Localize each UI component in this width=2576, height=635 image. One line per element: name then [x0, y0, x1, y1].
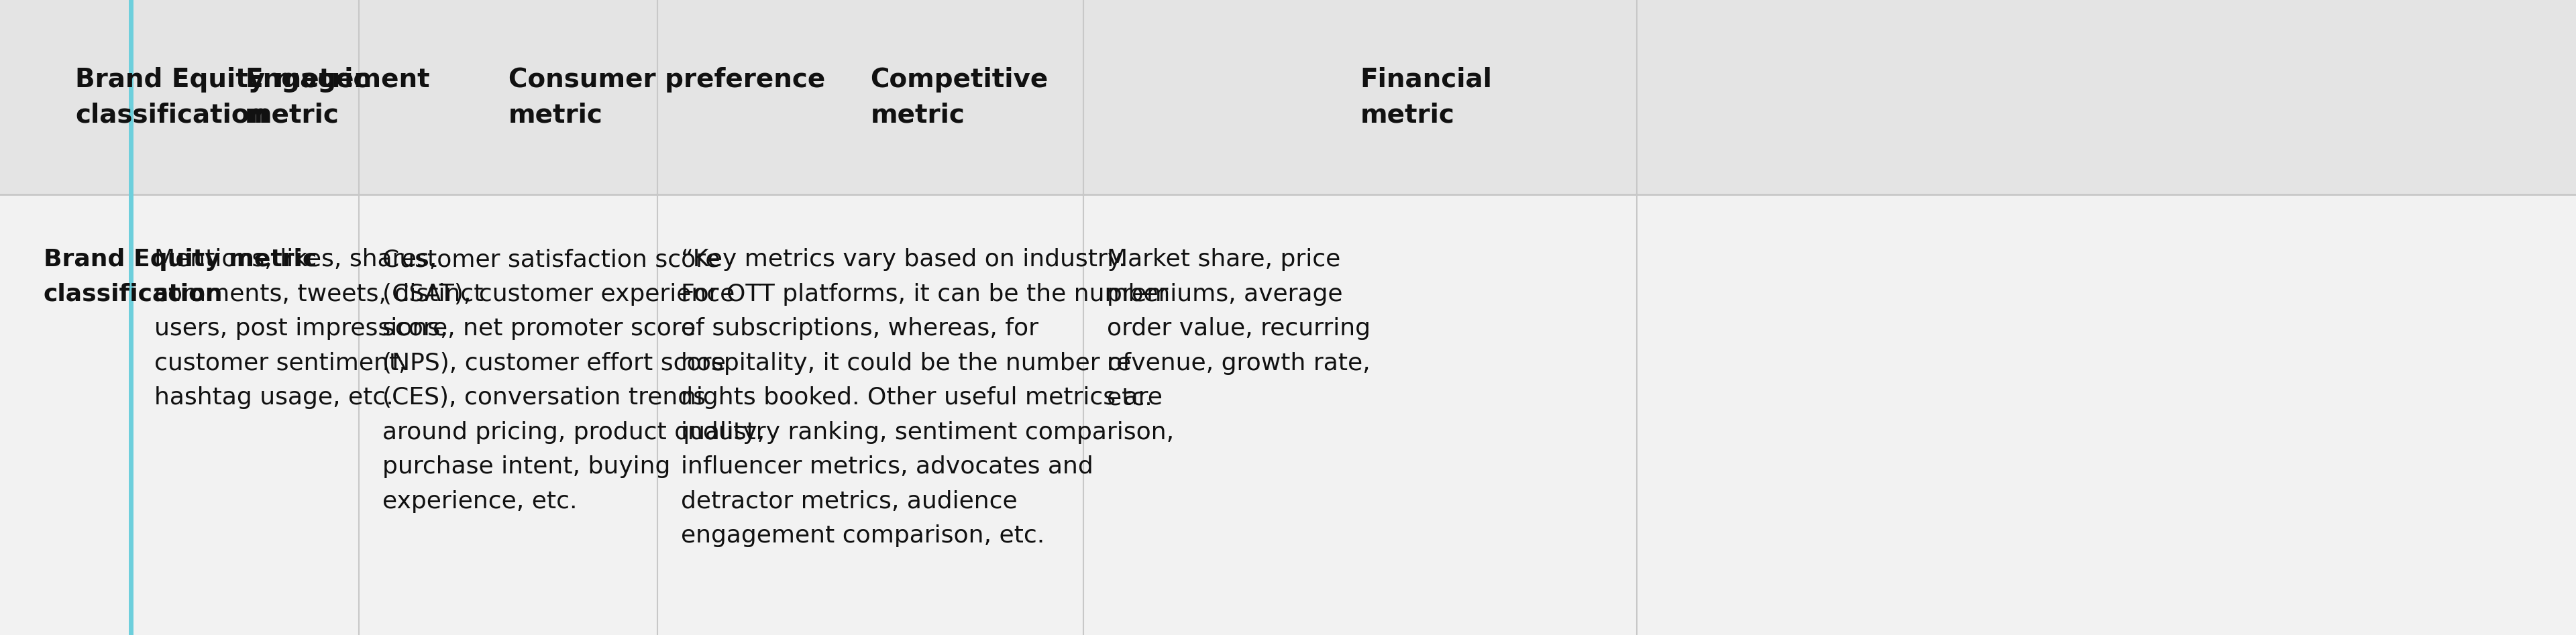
Text: Customer satisfaction score
(CSAT), customer experience
score, net promoter scor: Customer satisfaction score (CSAT), cust…	[381, 248, 765, 513]
Text: Market share, price
premiums, average
order value, recurring
revenue, growth rat: Market share, price premiums, average or…	[1108, 248, 1370, 409]
Text: Consumer preference
metric: Consumer preference metric	[507, 67, 824, 128]
Bar	[0, 194, 2576, 635]
Text: Mentions, likes, shares,
comments, tweets, distinct
users, post impressions,
cus: Mentions, likes, shares, comments, tweet…	[155, 248, 484, 409]
Text: Brand Equity metric
classification: Brand Equity metric classification	[44, 248, 317, 305]
Text: Financial
metric: Financial metric	[1360, 67, 1492, 128]
Text: Engagement
metric: Engagement metric	[245, 67, 430, 128]
Bar	[0, 0, 2576, 194]
Text: “Key metrics vary based on industry.
For OTT platforms, it can be the number
of : “Key metrics vary based on industry. For…	[680, 248, 1175, 547]
Text: Brand Equity metric
classification: Brand Equity metric classification	[75, 67, 368, 128]
Text: Competitive
metric: Competitive metric	[871, 67, 1048, 128]
